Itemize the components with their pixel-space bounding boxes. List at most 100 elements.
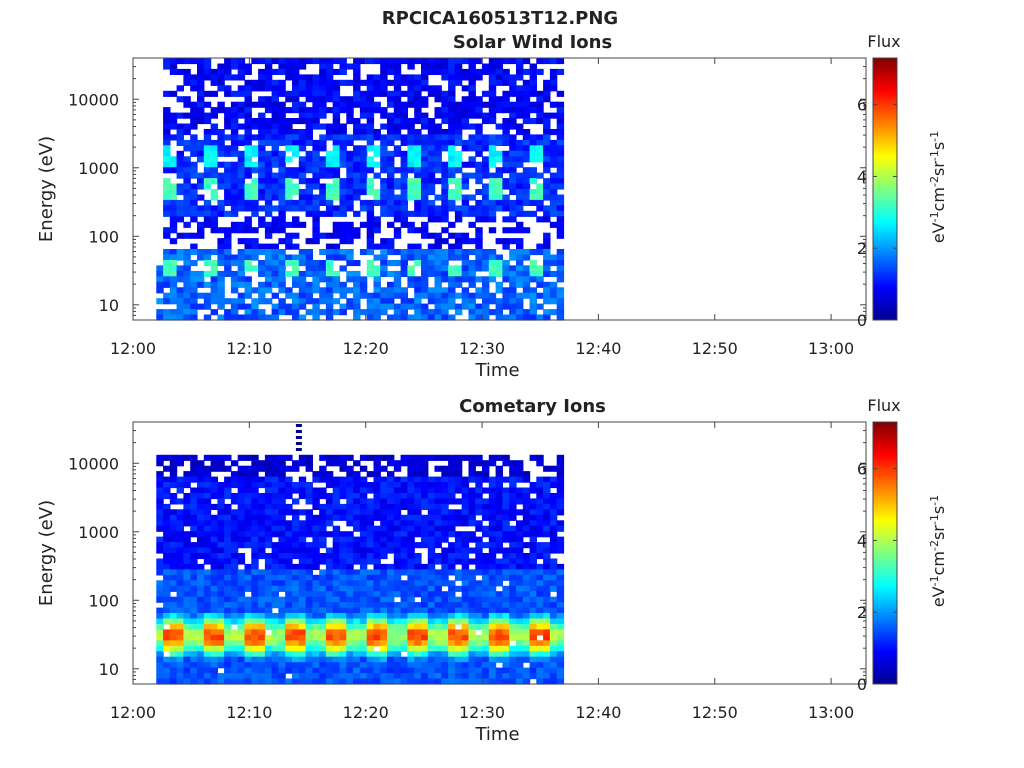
spectrogram-cell: [298, 298, 307, 305]
spectrogram-cell: [366, 591, 375, 598]
spectrogram-cell: [366, 487, 375, 494]
spectrogram-cell: [407, 243, 415, 250]
spectrogram-cell: [264, 536, 273, 543]
spectrogram-cell: [414, 629, 422, 636]
spectrogram-cell: [421, 482, 429, 489]
spectrogram-cell: [237, 678, 246, 685]
spectrogram-cell: [169, 189, 178, 196]
spectrogram-cell: [176, 156, 184, 163]
spectrogram-cell: [169, 667, 178, 674]
spectrogram-cell: [434, 265, 442, 272]
spectrogram-cell: [529, 536, 537, 543]
spectrogram-cell: [278, 624, 286, 631]
spectrogram-cell: [176, 309, 184, 316]
spectrogram-cell: [353, 210, 361, 217]
spectrogram-cell: [258, 520, 266, 527]
spectrogram-cell: [224, 189, 232, 196]
spectrogram-cell: [359, 514, 368, 521]
spectrogram-cell: [400, 270, 408, 277]
spectrogram-cell: [556, 629, 565, 636]
spectrogram-cell: [230, 525, 239, 532]
spectrogram-cell: [312, 667, 320, 674]
spectrogram-cell: [495, 547, 503, 554]
spectrogram-cell: [488, 525, 497, 532]
spectrogram-cell: [454, 74, 463, 81]
spectrogram-cell: [197, 640, 205, 647]
spectrogram-cell: [353, 194, 361, 201]
spectrogram-cell: [183, 531, 191, 538]
spectrogram-cell: [190, 85, 198, 92]
spectrogram-cell: [312, 123, 320, 130]
spectrogram-cell: [495, 134, 503, 141]
spectrogram-cell: [502, 454, 510, 461]
spectrogram-cell: [230, 178, 239, 185]
spectrogram-cell: [448, 161, 456, 168]
spectrogram-cell: [387, 161, 395, 168]
spectrogram-cell: [176, 596, 184, 603]
spectrogram-cell: [183, 640, 191, 647]
spectrogram-cell: [292, 547, 300, 554]
spectrogram-cell: [366, 107, 375, 114]
spectrogram-cell: [298, 172, 307, 179]
spectrogram-cell: [516, 542, 524, 549]
spectrogram-cell: [169, 673, 178, 680]
spectrogram-cell: [203, 260, 212, 267]
spectrogram-cell: [319, 112, 327, 119]
spectrogram-cell: [258, 613, 266, 620]
spectrogram-cell: [264, 199, 273, 206]
spectrogram-cell: [414, 558, 422, 565]
spectrogram-cell: [230, 596, 239, 603]
spectrogram-cell: [380, 591, 388, 598]
spectrogram-cell: [373, 276, 381, 283]
spectrogram-cell: [380, 613, 388, 620]
spectrogram-cell: [441, 602, 449, 609]
spectrogram-cell: [346, 607, 354, 614]
spectrogram-cell: [285, 602, 293, 609]
spectrogram-cell: [298, 531, 307, 538]
spectrogram-cell: [454, 465, 463, 472]
spectrogram-cell: [421, 498, 429, 505]
spectrogram-cell: [244, 167, 252, 174]
spectrogram-cell: [292, 465, 300, 472]
spectrogram-cell: [305, 129, 313, 136]
spectrogram-cell: [217, 503, 225, 510]
spectrogram-cell: [319, 493, 327, 500]
spectrogram-cell: [536, 591, 544, 598]
spectrogram-cell: [169, 662, 178, 669]
spectrogram-cell: [359, 107, 368, 114]
spectrogram-cell: [325, 596, 334, 603]
spectrogram-cell: [244, 199, 252, 206]
spectrogram-cell: [373, 629, 381, 636]
spectrogram-cell: [427, 189, 436, 196]
spectrogram-cell: [258, 514, 266, 521]
spectrogram-cell: [244, 482, 252, 489]
spectrogram-cell: [495, 514, 503, 521]
spectrogram-cell: [285, 553, 293, 560]
spectrogram-cell: [264, 150, 273, 157]
spectrogram-cell: [366, 58, 375, 65]
spectrogram-cell: [502, 525, 510, 532]
spectrogram-cell: [353, 651, 361, 658]
spectrogram-cell: [346, 503, 354, 510]
spectrogram-cell: [325, 183, 334, 190]
spectrogram-cell: [448, 232, 456, 239]
spectrogram-cell: [407, 156, 415, 163]
spectrogram-cell: [556, 183, 565, 190]
spectrogram-cell: [339, 454, 347, 461]
spectrogram-cell: [387, 563, 395, 570]
spectrogram-cell: [421, 651, 429, 658]
spectrogram-cell: [169, 309, 178, 316]
spectrogram-cell: [475, 265, 483, 272]
spectrogram-cell: [549, 183, 558, 190]
spectrogram-cell: [495, 531, 503, 538]
spectrogram-cell: [387, 129, 395, 136]
spectrogram-cell: [522, 558, 531, 565]
spectrogram-cell: [529, 210, 537, 217]
spectrogram-cell: [543, 205, 551, 212]
spectrogram-cell: [509, 118, 517, 125]
spectrogram-cell: [305, 509, 313, 516]
spectrogram-cell: [339, 145, 347, 152]
spectrogram-cell: [482, 460, 490, 467]
spectrogram-cell: [312, 194, 320, 201]
spectrogram-cell: [251, 303, 259, 310]
